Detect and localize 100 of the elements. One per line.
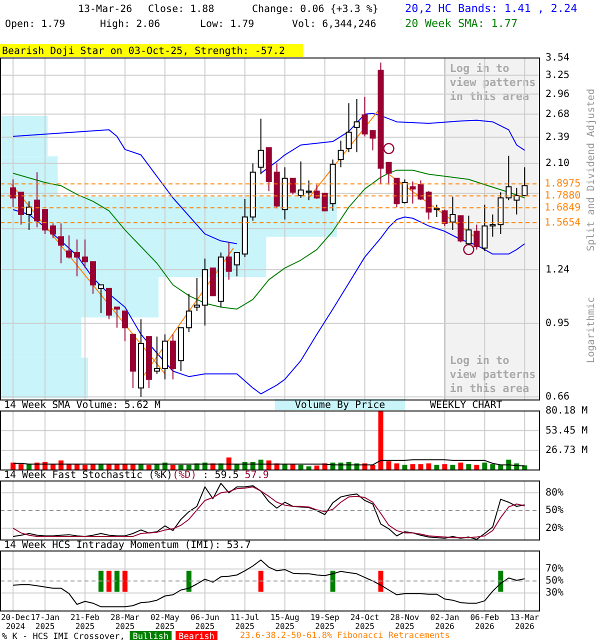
candlestick	[370, 130, 376, 151]
line-series	[12, 459, 526, 466]
candlestick	[306, 180, 312, 201]
y-tick-label: 80%	[546, 488, 564, 499]
candlestick	[418, 180, 424, 201]
candlestick	[442, 209, 448, 226]
text: High: 2.06	[100, 19, 160, 30]
x-tick-label: 11-Jul 2025	[230, 613, 260, 631]
text: Bearish	[178, 632, 214, 640]
candlestick	[42, 209, 48, 234]
candlestick	[354, 98, 360, 153]
x-tick-label: 20-Dec 2024	[0, 613, 30, 631]
candlestick	[506, 155, 512, 201]
bar	[314, 466, 320, 470]
text: 20 Week SMA: 1.77	[405, 17, 518, 30]
candlestick	[234, 252, 240, 277]
text: Split and Dividend Adjusted	[586, 88, 597, 252]
y-tick-label: 80.18 M	[546, 406, 588, 417]
bar	[442, 464, 448, 470]
x-tick-label: 06-Jun 2025	[190, 613, 220, 631]
candlestick	[194, 277, 200, 312]
candlestick	[410, 180, 416, 204]
x-tick-label: 19-Sep 2025	[310, 613, 340, 631]
y-tick-label: 0.95	[546, 318, 570, 330]
candlestick	[98, 284, 104, 314]
candlestick	[114, 306, 120, 328]
candlestick	[66, 234, 72, 260]
candlestick	[10, 178, 16, 208]
y-tick-label: 53.45 M	[546, 425, 588, 436]
text: Vol: 6,344,246	[292, 19, 376, 30]
candlestick	[122, 310, 128, 342]
y-tick-label: 0.66	[546, 392, 570, 403]
candlestick	[338, 140, 344, 168]
candlestick	[514, 187, 520, 215]
y-tick-label: 70%	[546, 564, 564, 575]
x-tick-label: 17-Jan 2025	[30, 613, 60, 631]
bar	[418, 464, 424, 470]
candlestick	[26, 200, 32, 230]
candlestick	[154, 336, 160, 374]
x-tick-label: 02-May 2025	[150, 613, 180, 631]
candlestick	[402, 178, 408, 204]
candlestick	[522, 166, 528, 196]
text: 14 Week Fast Stochastic (%K)	[4, 470, 173, 481]
ref-line-label: 1.7880	[544, 190, 581, 202]
candlestick	[466, 215, 472, 246]
y-tick-label: 50%	[546, 505, 564, 516]
candlestick	[450, 196, 456, 230]
bar	[18, 464, 24, 470]
x-tick-label: 02-Jan 2026	[430, 613, 460, 631]
text: Close: 1.88	[148, 4, 214, 15]
y-tick-label: 2.10	[546, 158, 570, 170]
text: WEEKLY CHART	[430, 400, 502, 411]
candlestick	[82, 239, 88, 269]
bar	[458, 462, 464, 470]
candlestick	[386, 162, 392, 186]
text: 20,2 HC Bands: 1.41 , 2.24	[405, 2, 578, 15]
chart-title: 14 Week HCS Intraday Momentum (IMI): 53.7	[4, 540, 251, 551]
text: Volume By Price	[294, 400, 386, 411]
ref-line-label: 1.5654	[544, 217, 581, 228]
x-tick-label: 06-Feb 2026	[470, 613, 500, 631]
annotation: Log in to view patterns in this area	[450, 354, 536, 395]
bar	[378, 411, 384, 470]
text: 13-Mar-26	[78, 4, 132, 15]
bar	[482, 462, 488, 470]
text: Low: 1.79	[200, 19, 254, 30]
y-tick-label: 2.96	[546, 88, 570, 100]
candlestick	[58, 222, 64, 264]
candlestick	[258, 118, 264, 175]
candlestick	[426, 190, 432, 220]
text: Bullish	[132, 632, 169, 640]
y-tick-label: 2.68	[546, 108, 570, 120]
x-tick-label: 15-Aug 2025	[270, 613, 300, 631]
x-tick-label: 24-Oct 2025	[350, 613, 380, 631]
bar	[386, 461, 392, 470]
text: (%D)	[172, 470, 197, 481]
y-tick-label: 50%	[546, 576, 564, 587]
candlestick	[298, 160, 304, 198]
candlestick	[314, 184, 320, 200]
bar	[466, 464, 472, 470]
text: 23.6-38.2-50-61.8% Fibonacci Retracements	[240, 631, 450, 640]
text: Logarithmic	[586, 296, 597, 364]
line-series	[12, 560, 526, 608]
candlestick	[34, 172, 40, 228]
ref-line-label: 1.8975	[544, 178, 581, 190]
bar	[394, 463, 400, 470]
text: Bearish Doji Star on 03-Oct-25, Strength: -57.2	[2, 46, 285, 57]
y-tick-label: 3.54	[546, 52, 570, 64]
bar	[490, 464, 496, 470]
ref-line-label: 1.6849	[544, 202, 581, 214]
text: Change: 0.06 {+3.3 %}	[252, 4, 378, 15]
y-tick-label: 30%	[546, 588, 564, 599]
candlestick	[290, 178, 296, 195]
y-tick-label: 20%	[546, 522, 564, 534]
x-tick-label: 28-Mar 2025	[110, 613, 140, 631]
candlestick	[482, 204, 488, 252]
bar	[410, 464, 416, 470]
x-tick-label: 13-Mar 2026	[510, 613, 540, 631]
candlestick	[74, 239, 80, 277]
chart-title: 14 Week SMA Volume: 5.62 M	[4, 400, 161, 411]
y-tick-label: 26.73 M	[546, 445, 588, 456]
